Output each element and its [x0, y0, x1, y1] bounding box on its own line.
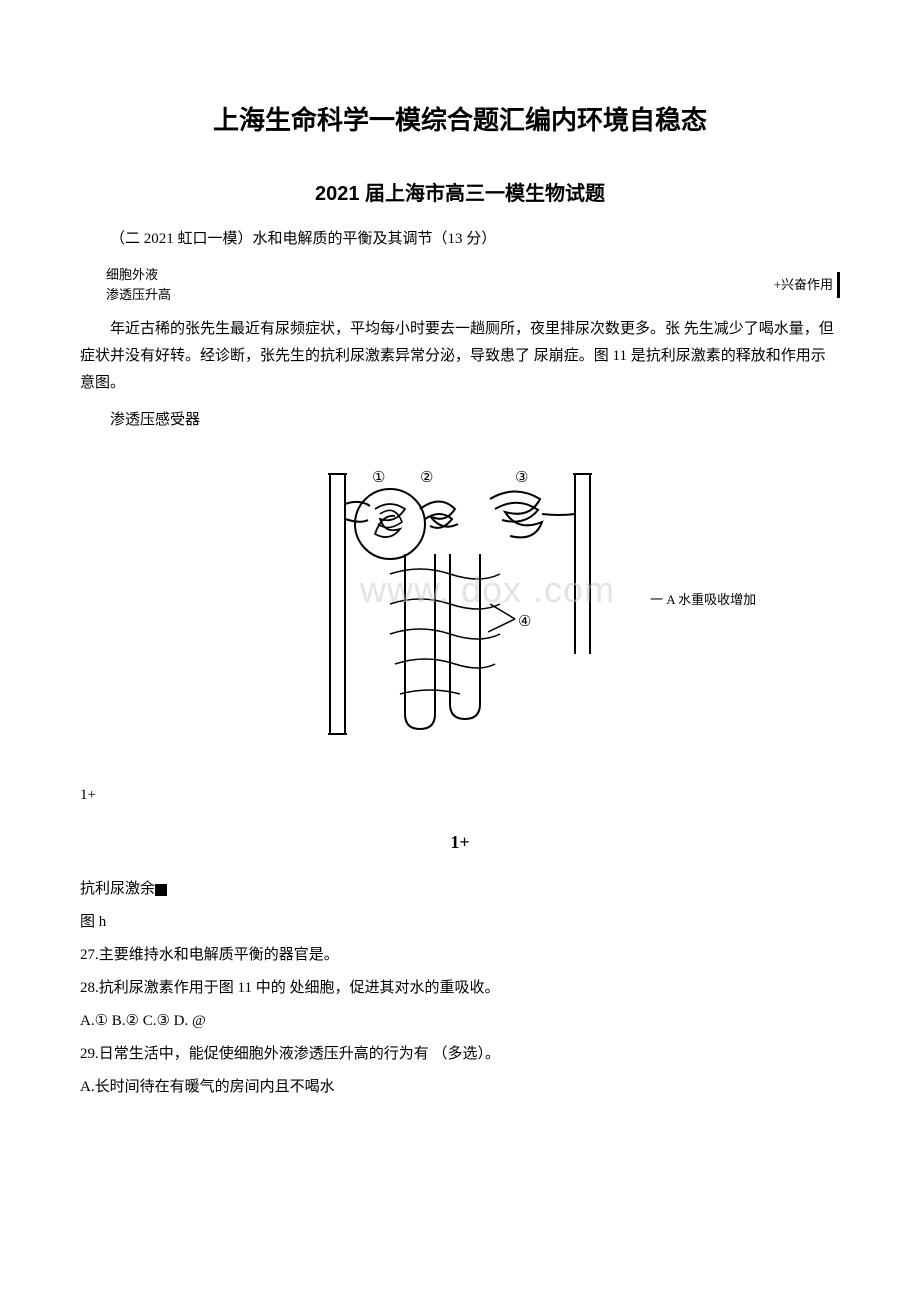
one-plus-center: 1+: [80, 832, 840, 853]
choices-28: A.① B.② C.③ D. @: [80, 1005, 840, 1038]
body-paragraph: 年近古稀的张先生最近有尿频症状，平均每小时要去一趟厕所，夜里排尿次数更多。张 先…: [80, 316, 840, 397]
black-square-icon: [155, 884, 167, 896]
nephron-diagram: ① ② ③ ④: [290, 454, 630, 754]
vertical-bar-icon: [837, 272, 840, 298]
one-plus-left: 1+: [80, 779, 840, 812]
question-29-choice-a: A.长时间待在有暖气的房间内且不喝水: [80, 1071, 840, 1104]
hormone-text: 抗利尿激余: [80, 881, 155, 897]
question-28: 28.抗利尿激素作用于图 11 中的 处细胞，促进其对水的重吸收。: [80, 972, 840, 1005]
right-annot-text: +兴奋作用: [774, 275, 833, 295]
page-subtitle: 2021 届上海市高三一模生物试题: [80, 177, 840, 206]
question-27: 27.主要维持水和电解质平衡的器官是。: [80, 939, 840, 972]
annotation-row: 细胞外液 渗透压升高 +兴奋作用: [80, 265, 840, 304]
left-annotation: 细胞外液 渗透压升高: [80, 265, 171, 304]
page-title: 上海生命科学一模综合题汇编内环境自稳态: [80, 100, 840, 137]
hormone-label: 抗利尿激余: [80, 873, 840, 906]
figure-container: www. dox .com ①: [80, 454, 840, 759]
left-annot-line1: 细胞外液: [80, 265, 171, 285]
left-annot-line2: 渗透压升高: [80, 285, 171, 305]
question-29: 29.日常生活中，能促使细胞外液渗透压升高的行为有 （多选）。: [80, 1038, 840, 1071]
figure-caption: 图 h: [80, 906, 840, 939]
right-annotation: +兴奋作用: [774, 272, 840, 298]
receptor-label: 渗透压感受器: [80, 407, 840, 434]
svg-text:②: ②: [420, 470, 433, 486]
svg-text:④: ④: [518, 614, 531, 630]
section-header: （二 2021 虹口一模）水和电解质的平衡及其调节（13 分）: [80, 226, 840, 253]
svg-text:③: ③: [515, 470, 528, 486]
svg-text:①: ①: [372, 470, 385, 486]
figure-side-label: 一 A 水重吸收增加: [650, 589, 756, 608]
